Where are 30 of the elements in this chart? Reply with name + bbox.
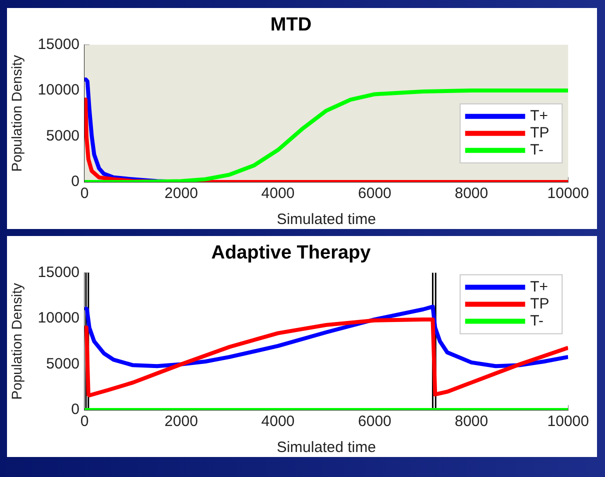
x-tick-label: 2000 <box>164 413 198 430</box>
legend-label: T+ <box>530 278 548 296</box>
x-tick-label: 4000 <box>261 185 295 202</box>
x-tick-label: 6000 <box>358 413 392 430</box>
x-tick-label: 10000 <box>547 185 590 202</box>
y-axis-title: Population Density <box>8 283 24 400</box>
y-tick-label: 10000 <box>38 310 80 327</box>
y-tick-label: 10000 <box>38 82 80 99</box>
x-axis-title: Simulated time <box>276 439 376 456</box>
x-tick-label: 2000 <box>164 185 198 202</box>
y-tick-label: 5000 <box>46 355 80 372</box>
x-axis-title: Simulated time <box>276 211 376 228</box>
x-tick-label: 8000 <box>454 413 488 430</box>
y-tick-label: 15000 <box>38 264 80 281</box>
y-tick-label: 0 <box>71 173 80 190</box>
y-tick-label: 0 <box>71 401 80 418</box>
x-tick-label: 4000 <box>261 413 295 430</box>
legend-label: T+ <box>530 108 548 125</box>
legend-label: TP <box>530 124 550 142</box>
y-tick-label: 15000 <box>38 36 80 53</box>
y-tick-label: 5000 <box>46 127 80 144</box>
y-axis-title: Population Density <box>8 55 24 172</box>
x-tick-label: 10000 <box>547 413 590 430</box>
chart-title: Adaptive Therapy <box>211 242 372 264</box>
x-tick-label: 6000 <box>358 185 392 202</box>
legend-label: T- <box>530 142 544 159</box>
chart-title: MTD <box>270 14 312 36</box>
legend-label: TP <box>530 295 550 312</box>
legend-label: T- <box>530 312 544 330</box>
x-tick-label: 8000 <box>454 185 488 202</box>
